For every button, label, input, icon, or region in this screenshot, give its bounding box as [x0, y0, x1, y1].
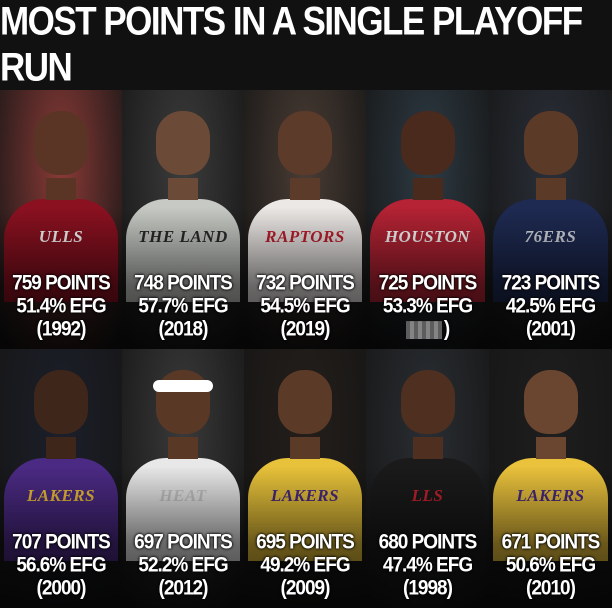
blurred-text	[405, 321, 442, 340]
stat-efg: 50.6% EFG	[505, 553, 596, 578]
player-head	[400, 110, 455, 175]
stat-efg: 52.2% EFG	[138, 553, 228, 578]
player-head	[278, 110, 332, 175]
stat-year-text: )	[443, 317, 450, 342]
player-stats: 697 POINTS 52.2% EFG (2012)	[122, 530, 244, 601]
player-head	[400, 369, 455, 434]
stat-year: (2009)	[280, 576, 331, 601]
stat-efg: 56.6% EFG	[16, 553, 106, 578]
player-stats: 732 POINTS 54.5% EFG (2019)	[244, 271, 366, 342]
player-neck	[46, 178, 76, 201]
stat-points: 695 POINTS	[256, 530, 355, 555]
player-stats: 671 POINTS 50.6% EFG (2010)	[489, 530, 612, 601]
stat-points: 671 POINTS	[501, 530, 601, 555]
player-stats: 695 POINTS 49.2% EFG (2009)	[244, 530, 366, 601]
stat-points: 697 POINTS	[134, 530, 233, 555]
player-head	[523, 369, 578, 434]
player-neck	[412, 437, 443, 460]
player-neck	[168, 437, 198, 460]
player-stats: 723 POINTS 42.5% EFG (2001)	[489, 271, 612, 342]
player-stats: 725 POINTS 53.3% EFG)	[366, 271, 489, 343]
player-neck	[168, 178, 198, 201]
player-neck	[412, 178, 443, 201]
shade-overlay	[366, 465, 489, 608]
stat-efg: 57.7% EFG	[138, 294, 228, 319]
headband-icon	[153, 380, 213, 393]
player-head	[34, 110, 88, 175]
player-head	[523, 110, 578, 175]
stat-efg: 47.4% EFG	[382, 553, 473, 578]
stat-year: (2018)	[158, 317, 209, 342]
player-neck	[535, 178, 566, 201]
stat-year: (2019)	[280, 317, 331, 342]
player-neck	[535, 437, 566, 460]
shade-overlay	[489, 206, 612, 349]
player-neck	[290, 437, 320, 460]
shade-overlay	[244, 465, 366, 608]
shade-overlay	[122, 206, 244, 349]
player-neck	[290, 178, 320, 201]
shade-overlay	[122, 465, 244, 608]
player-stats: 680 POINTS 47.4% EFG (1998)	[366, 530, 489, 601]
stat-points: 680 POINTS	[378, 530, 478, 555]
shade-overlay	[0, 206, 122, 349]
stat-points: 759 POINTS	[12, 271, 111, 296]
stat-year: (2010)	[526, 576, 576, 601]
stat-year: (2001)	[526, 317, 576, 342]
stat-points: 707 POINTS	[12, 530, 111, 555]
stat-year: (2012)	[158, 576, 209, 601]
stat-year: (1998)	[403, 576, 453, 601]
player-head	[34, 369, 88, 434]
stat-efg: 49.2% EFG	[260, 553, 350, 578]
player-neck	[46, 437, 76, 460]
stat-year: (2000)	[36, 576, 87, 601]
stat-points: 725 POINTS	[378, 271, 478, 296]
player-stats: 707 POINTS 56.6% EFG (2000)	[0, 530, 122, 601]
stat-efg: 54.5% EFG	[260, 294, 350, 319]
player-head	[278, 369, 332, 434]
shade-overlay	[244, 206, 366, 349]
player-head	[156, 110, 210, 175]
stat-points: 723 POINTS	[501, 271, 601, 296]
stat-points: 748 POINTS	[134, 271, 233, 296]
player-stats: 748 POINTS 57.7% EFG (2018)	[122, 271, 244, 342]
shade-overlay	[489, 465, 612, 608]
stat-efg: 42.5% EFG	[505, 294, 596, 319]
shade-overlay	[0, 465, 122, 608]
player-stats: 759 POINTS 51.4% EFG (1992)	[0, 271, 122, 342]
stat-efg: 51.4% EFG	[16, 294, 106, 319]
stat-year: )	[366, 317, 489, 343]
stat-year: (1992)	[36, 317, 87, 342]
stat-efg: 53.3% EFG	[382, 294, 473, 319]
stat-points: 732 POINTS	[256, 271, 355, 296]
page-title: MOST POINTS IN A SINGLE PLAYOFF RUN	[0, 0, 583, 90]
